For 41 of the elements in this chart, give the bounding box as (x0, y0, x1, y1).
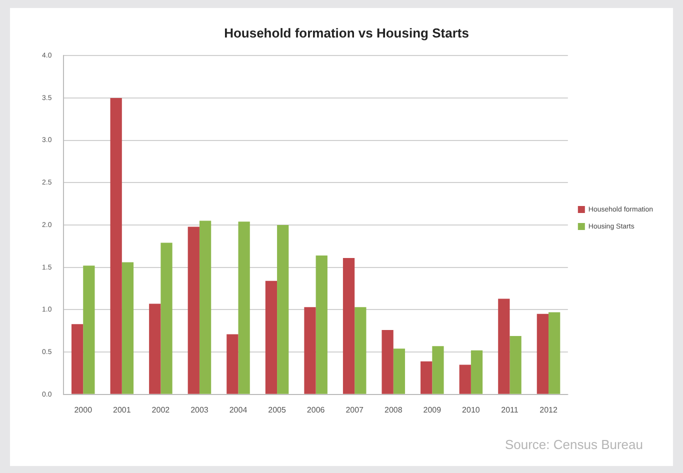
x-tick-label: 2006 (306, 405, 326, 414)
bar (548, 312, 560, 394)
bar (470, 350, 483, 394)
bar (342, 258, 355, 394)
x-tick-label: 2005 (268, 405, 286, 414)
bar (188, 226, 200, 394)
bar (277, 225, 289, 394)
bar (393, 348, 406, 394)
bar (420, 361, 432, 394)
x-tick-label: 2002 (152, 405, 170, 414)
x-tick-label: 2003 (190, 405, 209, 414)
bar (432, 346, 444, 394)
x-tick-label: 2001 (113, 405, 132, 414)
bar (122, 262, 134, 394)
source-note: Source: Census Bureau (504, 437, 643, 452)
bar (510, 336, 522, 394)
bar (160, 242, 172, 394)
bar (110, 98, 122, 394)
x-tick-label: 2008 (384, 405, 403, 414)
bar (498, 298, 510, 394)
bar (71, 324, 84, 394)
bar (149, 304, 161, 394)
bar (304, 307, 316, 394)
bar (199, 220, 212, 394)
bar (83, 266, 95, 394)
x-tick-label: 2000 (74, 405, 93, 414)
x-tick-label: 2009 (423, 405, 442, 414)
bar (354, 307, 366, 394)
x-tick-label: 2012 (540, 405, 558, 414)
x-tick-label: 2004 (229, 405, 248, 414)
bar (238, 222, 250, 394)
bar (536, 314, 549, 394)
x-tick-label: 2011 (501, 405, 519, 414)
bar (459, 364, 471, 394)
bar (382, 330, 394, 394)
bar (316, 255, 328, 394)
chart-title: Household formation vs Housing Starts (224, 25, 469, 40)
x-tick-label: 2010 (462, 405, 480, 414)
bar (265, 280, 278, 394)
bar (226, 334, 238, 394)
x-tick-label: 2007 (346, 405, 364, 414)
